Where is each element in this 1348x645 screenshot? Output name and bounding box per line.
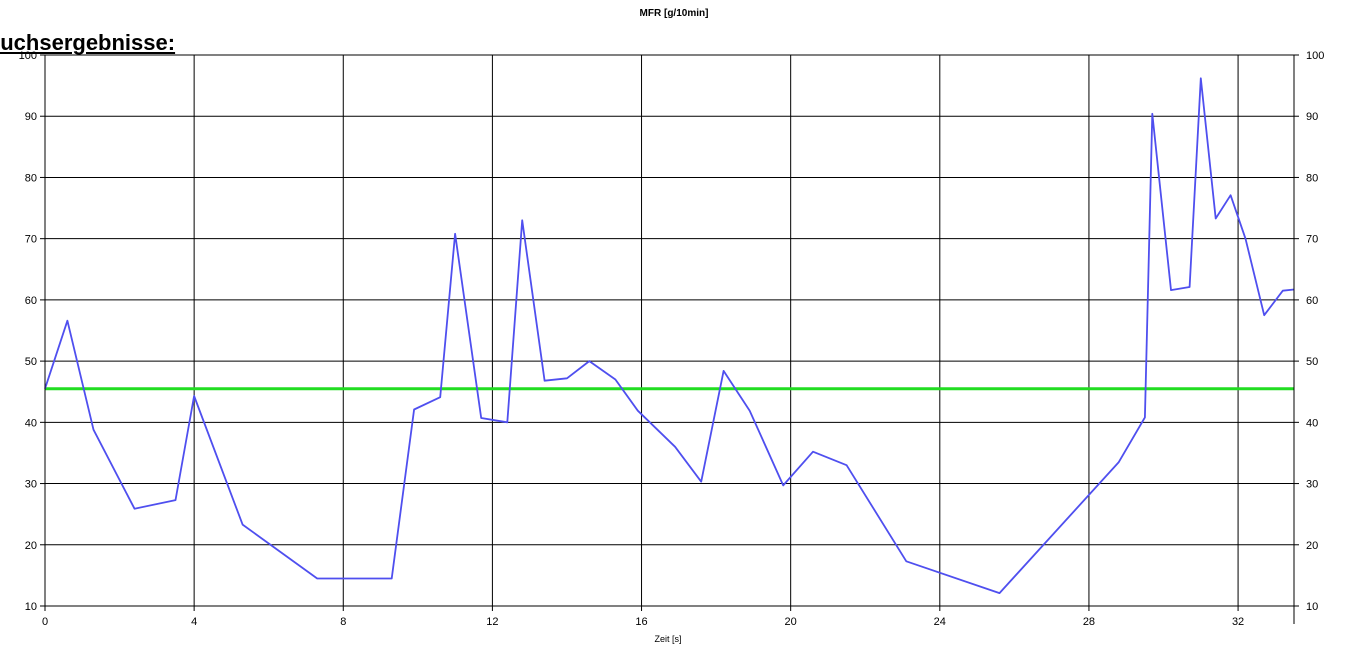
x-axis-label: Zeit [s]	[654, 634, 681, 644]
y-tick-label-left: 20	[25, 540, 37, 552]
grid	[44, 54, 1294, 607]
x-tick-label: 24	[934, 616, 946, 628]
x-tick-label: 20	[785, 616, 797, 628]
x-tick-label: 32	[1232, 616, 1244, 628]
y-tick-label-left: 80	[25, 172, 37, 184]
y-tick-label-left: 60	[25, 295, 37, 307]
y-tick-label-right: 60	[1306, 295, 1318, 307]
x-tick-label: 12	[486, 616, 498, 628]
y-tick-label-left: 40	[25, 417, 37, 429]
chart-title: MFR [g/10min]	[639, 8, 709, 19]
x-tick-label: 28	[1083, 616, 1095, 628]
y-tick-label-left: 50	[25, 356, 37, 368]
y-tick-label-right: 50	[1306, 356, 1318, 368]
y-tick-label-right: 40	[1306, 417, 1318, 429]
y-tick-label-right: 20	[1306, 540, 1318, 552]
y-tick-label-right: 90	[1306, 111, 1318, 123]
y-tick-label-left: 70	[25, 234, 37, 246]
y-tick-label-left: 100	[19, 50, 37, 62]
x-tick-label: 0	[42, 616, 48, 628]
y-tick-label-right: 10	[1306, 601, 1318, 613]
y-tick-label-right: 80	[1306, 172, 1318, 184]
mfr-series-line	[44, 77, 1295, 594]
series-layer	[44, 77, 1295, 594]
y-tick-label-left: 10	[25, 601, 37, 613]
y-tick-label-right: 70	[1306, 234, 1318, 246]
x-tick-label: 8	[340, 616, 346, 628]
x-tick-label: 16	[635, 616, 647, 628]
y-tick-label-left: 90	[25, 111, 37, 123]
y-tick-label-left: 30	[25, 479, 37, 491]
x-tick-label: 4	[191, 616, 197, 628]
y-tick-label-right: 100	[1306, 50, 1324, 62]
y-tick-label-right: 30	[1306, 479, 1318, 491]
axes	[40, 54, 1299, 624]
page-heading: suchsergebnisse:	[0, 30, 176, 55]
